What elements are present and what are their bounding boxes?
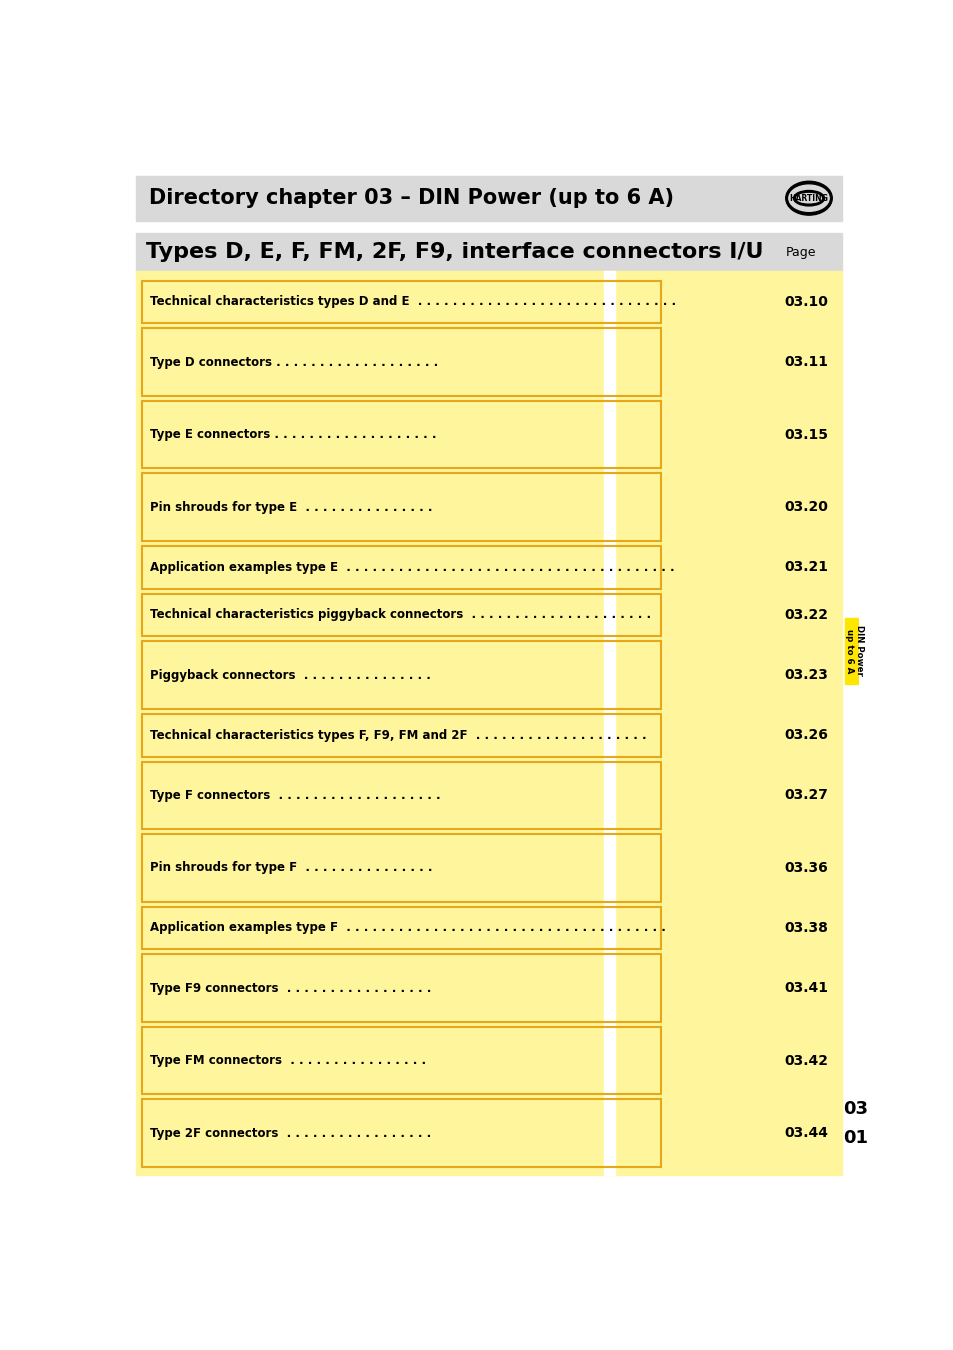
Text: Type 2F connectors  . . . . . . . . . . . . . . . . .: Type 2F connectors . . . . . . . . . . .… <box>150 1127 431 1139</box>
Bar <box>142 281 660 324</box>
Text: 03.44: 03.44 <box>784 1126 828 1141</box>
Bar <box>136 232 841 271</box>
Text: 03.36: 03.36 <box>784 861 828 875</box>
Ellipse shape <box>793 190 823 207</box>
Bar <box>142 907 660 949</box>
Bar <box>142 545 660 589</box>
Text: 03.21: 03.21 <box>784 560 828 574</box>
Text: Technical characteristics types F, F9, FM and 2F  . . . . . . . . . . . . . . . : Technical characteristics types F, F9, F… <box>150 729 646 741</box>
Text: 03.38: 03.38 <box>784 921 828 936</box>
Bar <box>142 834 660 902</box>
Text: 03.27: 03.27 <box>784 788 828 802</box>
Text: 03.23: 03.23 <box>784 668 828 682</box>
Text: Technical characteristics types D and E  . . . . . . . . . . . . . . . . . . . .: Technical characteristics types D and E … <box>150 296 676 309</box>
Bar <box>142 474 660 541</box>
Bar <box>142 1027 660 1095</box>
Bar <box>142 1099 660 1166</box>
Text: Type E connectors . . . . . . . . . . . . . . . . . . .: Type E connectors . . . . . . . . . . . … <box>150 428 436 441</box>
Text: 03.15: 03.15 <box>784 428 828 441</box>
Text: Pin shrouds for type E  . . . . . . . . . . . . . . .: Pin shrouds for type E . . . . . . . . .… <box>150 501 433 513</box>
Bar <box>136 271 841 1174</box>
Text: DIN Power
up to 6 A: DIN Power up to 6 A <box>844 625 863 676</box>
Text: 03.10: 03.10 <box>784 296 828 309</box>
Ellipse shape <box>796 193 821 202</box>
Bar <box>136 176 841 220</box>
Text: 03.42: 03.42 <box>784 1053 828 1068</box>
Bar <box>843 617 863 684</box>
Text: 03.20: 03.20 <box>784 500 828 514</box>
Text: Technical characteristics piggyback connectors  . . . . . . . . . . . . . . . . : Technical characteristics piggyback conn… <box>150 609 651 621</box>
Text: 03: 03 <box>842 1100 867 1118</box>
Bar <box>142 328 660 396</box>
Bar <box>142 641 660 709</box>
Text: Pin shrouds for type F  . . . . . . . . . . . . . . .: Pin shrouds for type F . . . . . . . . .… <box>150 861 433 875</box>
Ellipse shape <box>788 185 828 212</box>
Text: Directory chapter 03 – DIN Power (up to 6 A): Directory chapter 03 – DIN Power (up to … <box>149 188 673 208</box>
Text: Application examples type F  . . . . . . . . . . . . . . . . . . . . . . . . . .: Application examples type F . . . . . . … <box>150 922 665 934</box>
Text: Application examples type E  . . . . . . . . . . . . . . . . . . . . . . . . . .: Application examples type E . . . . . . … <box>150 560 674 574</box>
Bar <box>142 761 660 829</box>
Bar <box>142 954 660 1022</box>
Bar <box>142 714 660 756</box>
Text: Types D, E, F, FM, 2F, F9, interface connectors I/U: Types D, E, F, FM, 2F, F9, interface con… <box>146 242 762 262</box>
Text: Piggyback connectors  . . . . . . . . . . . . . . .: Piggyback connectors . . . . . . . . . .… <box>150 668 431 682</box>
Text: 03.11: 03.11 <box>784 355 828 369</box>
Bar <box>603 271 614 1174</box>
Text: 03.26: 03.26 <box>784 728 828 743</box>
Bar <box>142 594 660 636</box>
Text: Type FM connectors  . . . . . . . . . . . . . . . .: Type FM connectors . . . . . . . . . . .… <box>150 1054 426 1067</box>
Text: Page: Page <box>785 246 816 259</box>
Text: 01: 01 <box>842 1129 867 1146</box>
Text: HARTING: HARTING <box>789 193 827 202</box>
Text: Type F9 connectors  . . . . . . . . . . . . . . . . .: Type F9 connectors . . . . . . . . . . .… <box>150 981 431 995</box>
Text: 03.41: 03.41 <box>784 981 828 995</box>
Ellipse shape <box>785 181 831 215</box>
Text: Type D connectors . . . . . . . . . . . . . . . . . . .: Type D connectors . . . . . . . . . . . … <box>150 355 438 369</box>
Text: 03.22: 03.22 <box>784 608 828 622</box>
Bar <box>142 401 660 468</box>
Text: Type F connectors  . . . . . . . . . . . . . . . . . . .: Type F connectors . . . . . . . . . . . … <box>150 788 440 802</box>
